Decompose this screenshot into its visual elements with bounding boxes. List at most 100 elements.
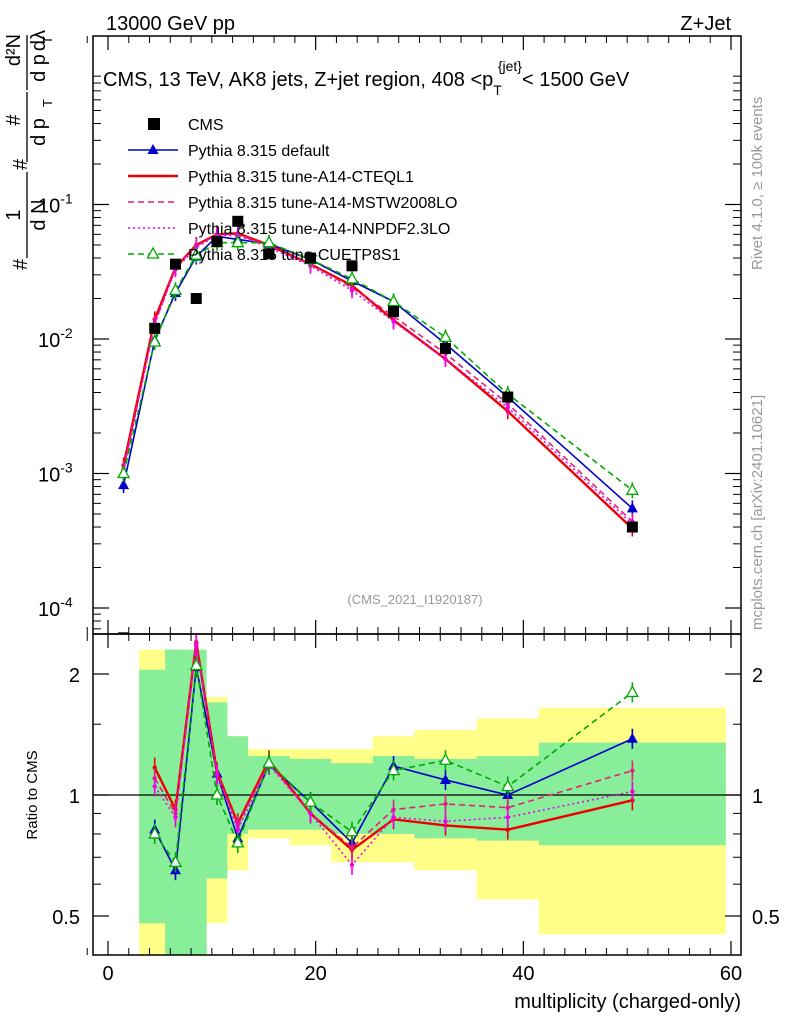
series-1-point-0	[118, 479, 130, 490]
ratio-tick-label-0: 2	[69, 665, 80, 687]
legend-marker-0	[148, 118, 160, 130]
svg-text:T: T	[40, 99, 55, 107]
cms-point-1	[149, 322, 161, 334]
cms-point-4	[211, 236, 223, 248]
series-5-point-12	[625, 482, 639, 495]
svg-text:d p: d p	[28, 118, 50, 146]
cms-point-5	[232, 215, 244, 227]
series-5-point-6	[262, 235, 276, 248]
series-4-point-11	[505, 405, 510, 410]
ratio-5-point-5	[262, 755, 276, 768]
svg-text:d p: d p	[28, 54, 50, 82]
series-5-point-10	[438, 329, 453, 342]
chart-title: CMS, 13 TeV, AK8 jets, Z+jet region, 408…	[103, 58, 630, 98]
ratio-1-point-9	[439, 773, 451, 784]
main-plot	[116, 215, 639, 634]
legend-label-5: Pythia 8.315 tune-CUETP8S1	[188, 247, 401, 264]
x-tick-label-3: 60	[720, 963, 742, 985]
legend-marker-1	[147, 144, 159, 154]
cms-point-12	[626, 521, 638, 533]
series-line-4	[122, 234, 633, 525]
legend-label-3: Pythia 8.315 tune-A14-MSTW2008LO	[188, 195, 457, 212]
legend-marker-5	[146, 246, 160, 259]
ratio-y-label: Ratio to CMS	[24, 750, 41, 839]
ratio-5-point-6	[303, 794, 318, 807]
ratio-5-point-2	[189, 658, 203, 671]
svg-text:#: #	[3, 114, 25, 126]
ratio-5-point-10	[501, 779, 515, 792]
x-axis-label: multiplicity (charged-only)	[514, 991, 741, 1013]
ratio-tick-label-2: 0.5	[52, 907, 80, 929]
axes: 0 20 40 60 10-1 10-2 10-3 10-4 2 2 1 1 0.5 0.5	[38, 36, 780, 985]
ratio-3-point-7	[349, 845, 355, 850]
ratio-line-5	[154, 665, 633, 865]
series-4-point-8	[349, 288, 355, 293]
ratio-5-point-8	[386, 763, 401, 776]
svg-text:#: #	[10, 258, 32, 270]
cms-point-2	[169, 258, 181, 270]
x-tick-label-0: 0	[102, 963, 113, 985]
series-5-point-8	[345, 271, 359, 284]
y-tick-label-m4: 10-4	[38, 594, 73, 621]
series-5-point-3	[189, 247, 203, 260]
ratio-tick-label-r-1: 1	[752, 786, 763, 808]
green-band-3	[185, 649, 207, 955]
svg-text:#: #	[10, 158, 32, 170]
ratio-tick-label-r-2: 0.5	[752, 907, 780, 929]
ratio-4-point-8	[391, 815, 396, 820]
rivet-label: Rivet 4.1.0, ≥ 100k events	[749, 97, 766, 270]
cms-point-9	[388, 306, 400, 318]
ratio-5-point-0	[148, 826, 162, 839]
ratio-4-point-6	[308, 811, 313, 816]
ratio-4-point-0	[152, 784, 157, 789]
legend: CMS Pythia 8.315 default Pythia 8.315 tune…	[128, 117, 457, 264]
cms-point-3	[190, 293, 202, 305]
series-line-3	[122, 233, 633, 523]
cms-point-8	[346, 260, 358, 272]
ratio-tick-label-r-0: 2	[752, 665, 763, 687]
ratio-4-point-4	[235, 827, 240, 832]
legend-label-1: Pythia 8.315 default	[188, 143, 330, 160]
ratio-tick-label-1: 1	[69, 786, 80, 808]
legend-label-0: CMS	[188, 117, 224, 134]
cms-point-7	[304, 252, 316, 264]
svg-text:d²N: d²N	[3, 34, 25, 66]
ratio-4-point-2	[194, 643, 199, 649]
series-4-point-9	[391, 319, 396, 324]
energy-label: 13000 GeV pp	[106, 13, 235, 35]
ratio-line-3	[154, 643, 633, 849]
ratio-4-point-1	[173, 815, 178, 820]
series-5-point-5	[231, 235, 245, 248]
ratio-4-point-3	[214, 773, 220, 778]
series-5-point-2	[168, 282, 183, 295]
ratio-3-point-9	[443, 801, 448, 807]
svg-text:d N: d N	[28, 199, 50, 230]
y-axis-label: # 1 d N # # d p T d²N d p T dλ	[3, 30, 55, 270]
ratio-5-point-1	[168, 854, 183, 867]
series-4-point-10	[443, 356, 448, 362]
cms-point-0	[118, 632, 130, 634]
ratio-4-point-7	[349, 862, 355, 868]
ratio-line-4	[154, 645, 633, 867]
cms-point-10	[439, 342, 451, 354]
svg-text:dλ: dλ	[28, 30, 50, 51]
ratio-2-point-10	[505, 827, 510, 832]
ratio-4-point-9	[443, 819, 448, 824]
legend-label-2: Pythia 8.315 tune-A14-CTEQL1	[188, 169, 414, 186]
series-5-point-9	[386, 294, 401, 307]
series-1-point-12	[626, 502, 638, 513]
svg-text:T: T	[40, 36, 55, 44]
ratio-5-point-11	[625, 685, 639, 698]
ratio-5-point-3	[210, 787, 224, 800]
y-tick-label-m2: 10-2	[38, 325, 73, 352]
ratio-5-point-4	[231, 835, 245, 848]
ratio-plot	[93, 634, 741, 955]
y-tick-label-m1: 10-1	[38, 191, 73, 218]
ratio-4-point-10	[505, 815, 510, 820]
cms-point-11	[502, 391, 514, 403]
legend-label-4: Pythia 8.315 tune-A14-NNPDF2.3LO	[188, 221, 450, 238]
ratio-4-point-11	[630, 789, 635, 794]
x-tick-label-1: 20	[305, 963, 327, 985]
analysis-id: (CMS_2021_I1920187)	[347, 592, 482, 607]
